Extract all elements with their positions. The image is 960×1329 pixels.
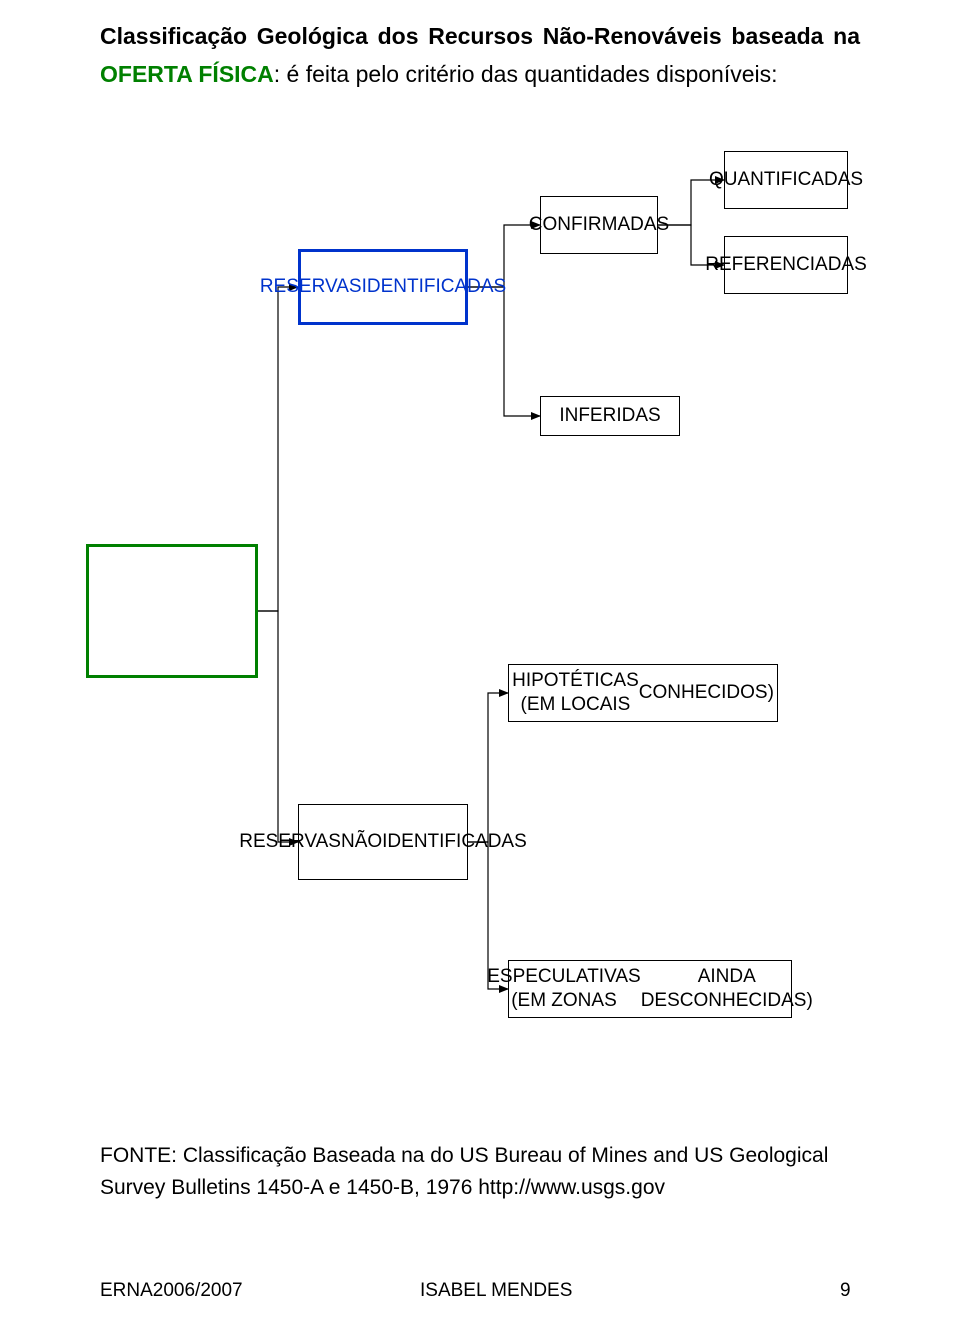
edge-1 (258, 611, 298, 842)
edge-3 (468, 287, 540, 416)
node-reservas-identificadas: RESERVASIDENTIFICADAS (298, 249, 468, 325)
node-inferidas: INFERIDAS (540, 396, 680, 436)
title-bold: Classificação Geológica dos Recursos Não… (100, 23, 860, 49)
page-title: Classificação Geológica dos Recursos Não… (100, 18, 860, 94)
footer-mid: ISABEL MENDES (420, 1280, 572, 1302)
edge-6 (468, 693, 508, 842)
edge-0 (258, 287, 298, 611)
node-quantifi-cadas: QUANTIFICADAS (724, 151, 848, 209)
node-referen-ciadas: REFERENCIADAS (724, 236, 848, 294)
node-root-empty (86, 544, 258, 678)
source-note: FONTE: Classificação Baseada na do US Bu… (100, 1140, 860, 1203)
title-tail: : é feita pelo critério das quantidades … (274, 61, 778, 87)
node-confir-madas: CONFIRMADAS (540, 196, 658, 254)
footer-left: ERNA2006/2007 (100, 1280, 243, 1302)
node-especulativas: ESPECULATIVAS (EM ZONASAINDA DESCONHECID… (508, 960, 792, 1018)
footer-right: 9 (840, 1280, 851, 1302)
title-green: OFERTA FÍSICA (100, 61, 274, 87)
node-reservas-nao-identificadas: RESERVASNÃOIDENTIFICADAS (298, 804, 468, 880)
node-hipoteticas: HIPOTÉTICAS (EM LOCAISCONHECIDOS) (508, 664, 778, 722)
